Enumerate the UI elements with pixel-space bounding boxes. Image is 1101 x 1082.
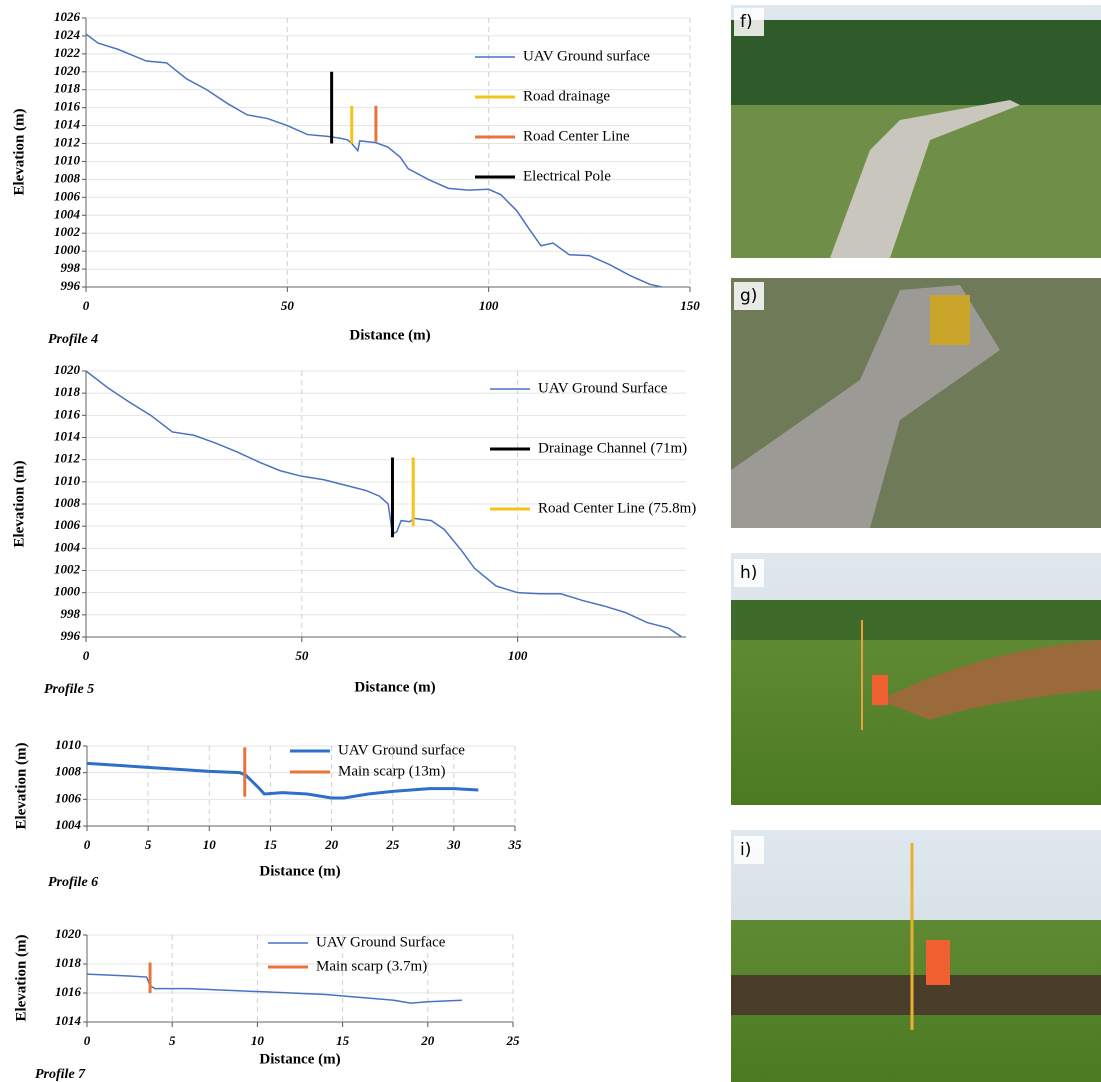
- x-tick-label: 10: [203, 837, 217, 852]
- y-axis-label: Elevation (m): [13, 934, 29, 1021]
- y-tick-label: 996: [61, 278, 81, 293]
- x-tick-label: 15: [336, 1033, 350, 1048]
- y-tick-label: 1020: [54, 362, 81, 377]
- y-tick-label: 1022: [54, 45, 81, 60]
- legend-label: Road drainage: [523, 88, 610, 104]
- y-tick-label: 1002: [54, 224, 81, 239]
- y-tick-label: 1016: [54, 406, 81, 421]
- y-tick-label: 1008: [54, 495, 81, 510]
- legend-label: Road Center Line (75.8m): [538, 500, 696, 516]
- y-tick-label: 998: [61, 606, 81, 621]
- x-tick-label: 5: [145, 837, 152, 852]
- x-tick-label: 20: [324, 837, 339, 852]
- y-tick-label: 1004: [55, 817, 82, 832]
- x-tick-label: 0: [84, 1033, 91, 1048]
- legend-label: Main scarp (13m): [338, 763, 445, 779]
- y-tick-label: 1008: [55, 764, 82, 779]
- y-tick-label: 1016: [54, 99, 81, 114]
- legend-label: UAV Ground Surface: [316, 934, 446, 950]
- x-tick-label: 25: [506, 1033, 521, 1048]
- x-tick-label: 35: [508, 837, 523, 852]
- x-axis-label: Distance (m): [259, 863, 340, 879]
- y-tick-label: 1006: [55, 790, 82, 805]
- panel-label: h): [740, 563, 757, 583]
- y-axis-label: Elevation (m): [11, 108, 27, 195]
- legend-label: Electrical Pole: [523, 168, 611, 184]
- y-tick-label: 1018: [54, 384, 81, 399]
- x-tick-label: 25: [385, 837, 400, 852]
- x-tick-label: 20: [420, 1033, 435, 1048]
- panel-label: f): [740, 12, 753, 32]
- x-axis-label: Distance (m): [259, 1051, 340, 1067]
- y-tick-label: 1020: [55, 926, 82, 941]
- x-tick-label: 15: [264, 837, 278, 852]
- y-tick-label: 1020: [54, 63, 81, 78]
- photo-g: [731, 278, 1101, 528]
- x-tick-label: 50: [295, 648, 309, 663]
- x-axis-label: Distance (m): [349, 327, 430, 343]
- x-tick-label: 150: [680, 298, 700, 313]
- y-axis-label: Elevation (m): [13, 742, 29, 829]
- y-tick-label: 1010: [55, 737, 82, 752]
- legend-label: Drainage Channel (71m): [538, 440, 687, 456]
- y-tick-label: 1006: [54, 517, 81, 532]
- photo-f: [731, 5, 1101, 258]
- x-tick-label: 0: [84, 837, 91, 852]
- y-tick-label: 1000: [54, 584, 81, 599]
- y-tick-label: 1014: [54, 428, 81, 443]
- annotation: Profile 5: [44, 682, 94, 697]
- annotation: Profile 7: [35, 1067, 86, 1082]
- x-axis-label: Distance (m): [354, 679, 435, 695]
- y-tick-label: 996: [61, 628, 81, 643]
- x-tick-label: 50: [281, 298, 295, 313]
- legend-label: UAV Ground surface: [523, 48, 650, 64]
- y-tick-label: 1014: [54, 117, 81, 132]
- y-tick-label: 1002: [54, 561, 81, 576]
- annotation: Profile 4: [48, 332, 98, 347]
- panel-label: i): [740, 840, 751, 860]
- panel-label: g): [740, 286, 757, 306]
- y-tick-label: 1004: [54, 206, 81, 221]
- legend-label: UAV Ground surface: [338, 742, 465, 758]
- y-tick-label: 1010: [54, 152, 81, 167]
- photo-h: [731, 553, 1101, 805]
- y-tick-label: 1010: [54, 473, 81, 488]
- legend-label: Road Center Line: [523, 128, 630, 144]
- y-tick-label: 1018: [54, 81, 81, 96]
- annotation: Profile 6: [48, 875, 98, 890]
- y-tick-label: 1014: [55, 1013, 82, 1028]
- x-tick-label: 100: [479, 298, 499, 313]
- y-tick-label: 1008: [54, 170, 81, 185]
- y-tick-label: 1012: [54, 135, 81, 150]
- y-tick-label: 998: [61, 260, 81, 275]
- photo-i: [731, 830, 1101, 1082]
- x-tick-label: 30: [446, 837, 461, 852]
- x-tick-label: 10: [251, 1033, 265, 1048]
- legend-label: Main scarp (3.7m): [316, 958, 427, 974]
- series-line: [87, 974, 462, 1003]
- y-tick-label: 1006: [54, 188, 81, 203]
- y-tick-label: 1012: [54, 451, 81, 466]
- figure: 9969981000100210041006100810101012101410…: [0, 0, 1101, 1082]
- y-tick-label: 1004: [54, 539, 81, 554]
- y-tick-label: 1024: [54, 27, 81, 42]
- x-tick-label: 0: [83, 648, 90, 663]
- x-tick-label: 5: [169, 1033, 176, 1048]
- legend-label: UAV Ground Surface: [538, 380, 668, 396]
- y-axis-label: Elevation (m): [11, 460, 27, 547]
- y-tick-label: 1000: [54, 242, 81, 257]
- x-tick-label: 100: [508, 648, 528, 663]
- x-tick-label: 0: [83, 298, 90, 313]
- y-tick-label: 1018: [55, 955, 82, 970]
- y-tick-label: 1016: [55, 984, 82, 999]
- y-tick-label: 1026: [54, 9, 81, 24]
